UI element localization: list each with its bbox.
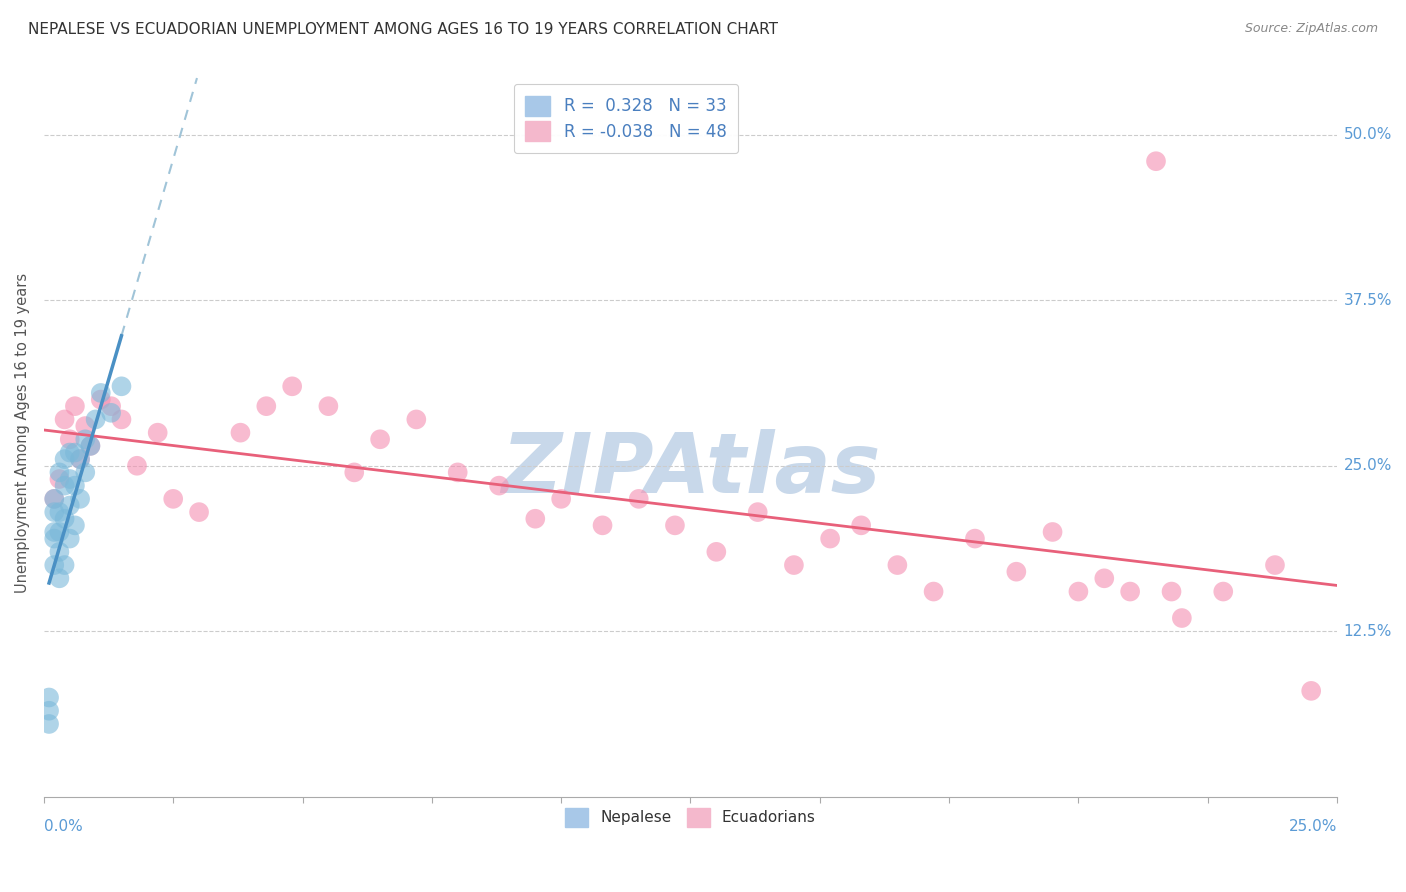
Point	[343, 466, 366, 480]
Text: ZIPAtlas: ZIPAtlas	[501, 428, 880, 509]
Point	[48, 505, 70, 519]
Point	[48, 466, 70, 480]
Point	[90, 386, 112, 401]
Point	[146, 425, 169, 440]
Point	[1160, 584, 1182, 599]
Point	[254, 399, 277, 413]
Point	[922, 584, 945, 599]
Point	[75, 432, 97, 446]
Point	[63, 518, 86, 533]
Text: 50.0%: 50.0%	[1344, 128, 1392, 142]
Point	[1264, 558, 1286, 572]
Point	[53, 412, 76, 426]
Point	[48, 524, 70, 539]
Point	[110, 412, 132, 426]
Point	[59, 472, 82, 486]
Point	[63, 399, 86, 413]
Y-axis label: Unemployment Among Ages 16 to 19 years: Unemployment Among Ages 16 to 19 years	[15, 273, 30, 592]
Point	[63, 478, 86, 492]
Point	[44, 505, 66, 519]
Point	[1171, 611, 1194, 625]
Point	[100, 399, 122, 413]
Point	[162, 491, 184, 506]
Text: 25.0%: 25.0%	[1289, 819, 1337, 834]
Point	[84, 412, 107, 426]
Point	[125, 458, 148, 473]
Point	[405, 412, 427, 426]
Point	[90, 392, 112, 407]
Point	[664, 518, 686, 533]
Point	[1144, 154, 1167, 169]
Point	[38, 690, 60, 705]
Legend: Nepalese, Ecuadorians: Nepalese, Ecuadorians	[560, 802, 823, 833]
Point	[100, 406, 122, 420]
Point	[963, 532, 986, 546]
Point	[886, 558, 908, 572]
Point	[44, 491, 66, 506]
Point	[1067, 584, 1090, 599]
Point	[48, 472, 70, 486]
Point	[48, 571, 70, 585]
Point	[59, 532, 82, 546]
Point	[1005, 565, 1028, 579]
Point	[59, 445, 82, 459]
Point	[75, 419, 97, 434]
Point	[44, 524, 66, 539]
Point	[188, 505, 211, 519]
Point	[368, 432, 391, 446]
Point	[1042, 524, 1064, 539]
Point	[44, 532, 66, 546]
Point	[38, 704, 60, 718]
Point	[44, 491, 66, 506]
Point	[63, 445, 86, 459]
Point	[747, 505, 769, 519]
Point	[524, 512, 547, 526]
Text: 12.5%: 12.5%	[1344, 624, 1392, 639]
Point	[53, 452, 76, 467]
Point	[1092, 571, 1115, 585]
Text: NEPALESE VS ECUADORIAN UNEMPLOYMENT AMONG AGES 16 TO 19 YEARS CORRELATION CHART: NEPALESE VS ECUADORIAN UNEMPLOYMENT AMON…	[28, 22, 778, 37]
Point	[59, 432, 82, 446]
Point	[447, 466, 470, 480]
Point	[783, 558, 806, 572]
Point	[48, 545, 70, 559]
Point	[592, 518, 614, 533]
Point	[550, 491, 572, 506]
Point	[849, 518, 872, 533]
Point	[1119, 584, 1142, 599]
Text: Source: ZipAtlas.com: Source: ZipAtlas.com	[1244, 22, 1378, 36]
Point	[281, 379, 304, 393]
Point	[229, 425, 252, 440]
Point	[627, 491, 650, 506]
Point	[53, 558, 76, 572]
Point	[53, 478, 76, 492]
Point	[704, 545, 727, 559]
Point	[69, 452, 91, 467]
Point	[44, 558, 66, 572]
Point	[318, 399, 340, 413]
Point	[69, 452, 91, 467]
Point	[79, 439, 101, 453]
Point	[79, 439, 101, 453]
Point	[818, 532, 841, 546]
Text: 37.5%: 37.5%	[1344, 293, 1392, 308]
Point	[69, 491, 91, 506]
Point	[75, 466, 97, 480]
Point	[1212, 584, 1234, 599]
Point	[110, 379, 132, 393]
Text: 0.0%: 0.0%	[44, 819, 83, 834]
Point	[488, 478, 510, 492]
Point	[38, 717, 60, 731]
Text: 25.0%: 25.0%	[1344, 458, 1392, 474]
Point	[59, 499, 82, 513]
Point	[53, 512, 76, 526]
Point	[1301, 684, 1323, 698]
